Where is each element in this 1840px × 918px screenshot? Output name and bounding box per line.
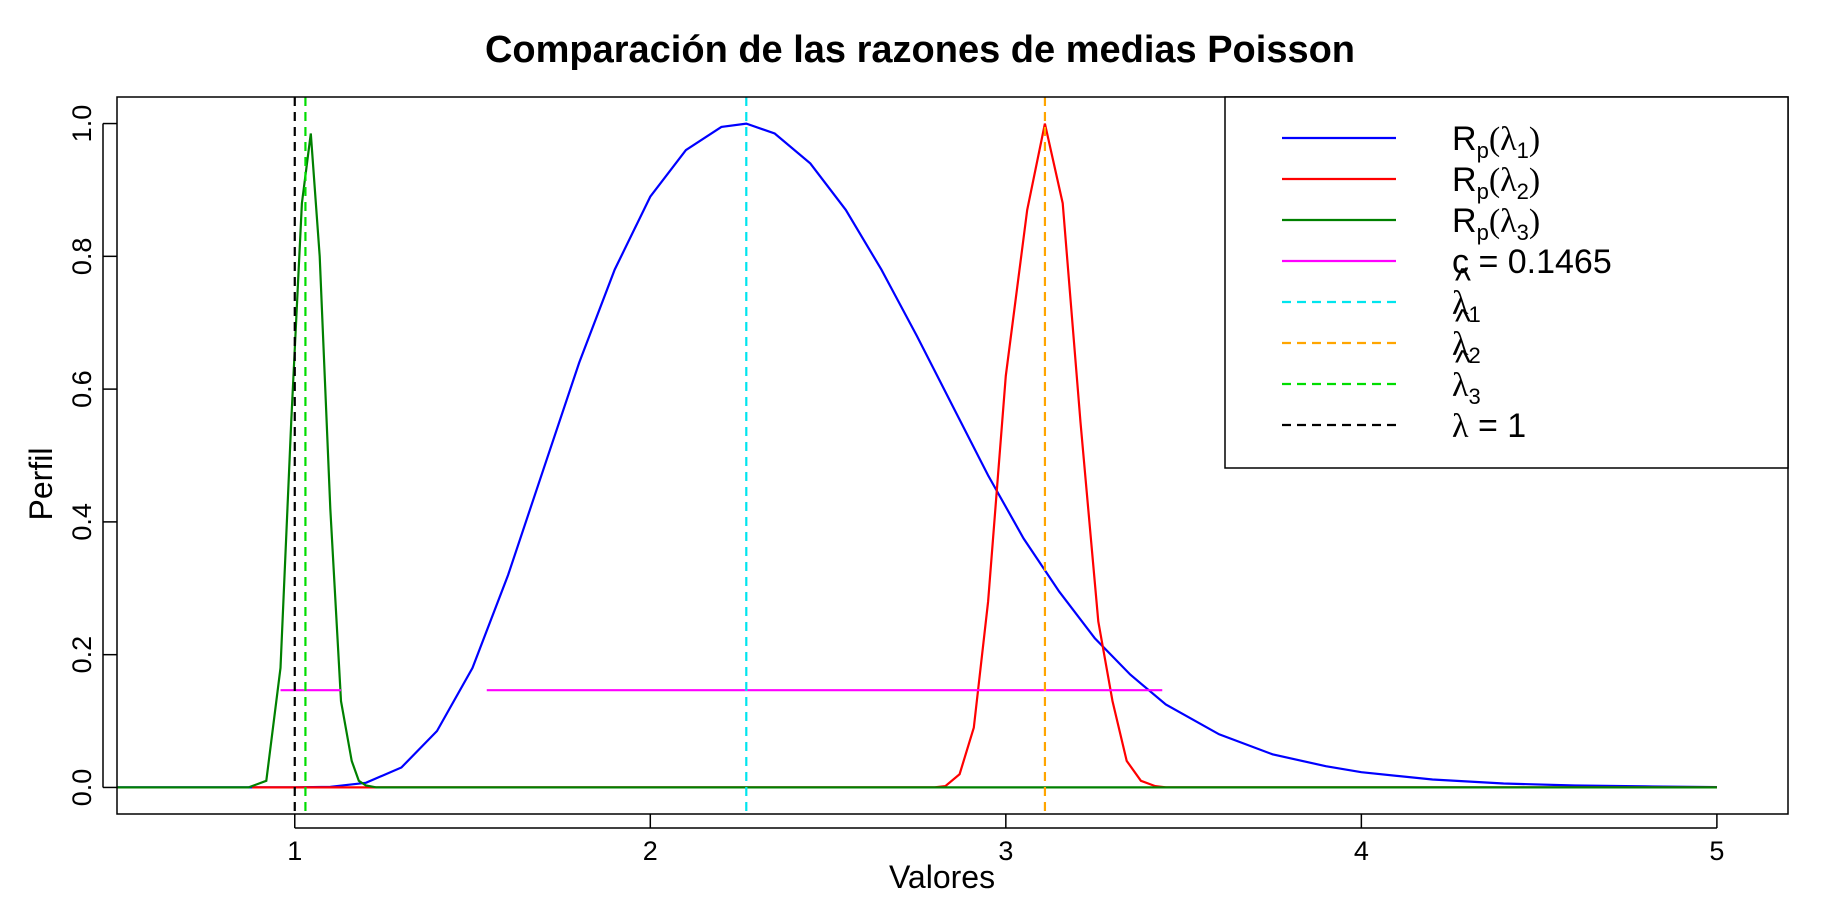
series-line-rp3 [117,133,1717,789]
y-tick-label: 0.0 [67,769,97,807]
legend-label-hat1: λ1 [1452,285,1481,327]
legend-label-rp1: Rp(λ1) [1452,120,1540,163]
plot-area [117,97,1717,814]
y-tick-label: 0.8 [67,238,97,276]
legend-label-c: c = 0.1465 [1452,243,1612,281]
x-tick-label: 3 [998,836,1013,866]
y-axis-label: Perfil [23,448,59,521]
legend-label-rp3: Rp(λ3) [1452,202,1540,245]
legend-label-hat3: λ3 [1452,367,1481,409]
x-tick-label: 2 [643,836,658,866]
x-axis-label: Valores [889,859,995,895]
y-tick-label: 1.0 [67,105,97,143]
legend-label-rp2: Rp(λ2) [1452,161,1540,204]
legend-label-one: λ = 1 [1452,407,1526,445]
series-line-rp1 [117,122,1717,789]
y-tick-label: 0.2 [67,636,97,674]
x-tick-label: 5 [1709,836,1724,866]
x-tick-label: 4 [1354,836,1369,866]
legend-label-hat2: λ2 [1452,326,1481,368]
legend-hat-hat3: ^ [1455,344,1471,382]
legend-box [1224,96,1789,469]
y-tick-label: 0.4 [67,503,97,541]
legend-hat-hat1: ^ [1455,262,1471,300]
y-tick-label: 0.6 [67,370,97,408]
series-line-rp2 [252,123,1717,789]
x-tick-label: 1 [287,836,302,866]
chart-title: Comparación de las razones de medias Poi… [485,29,1355,71]
legend-hat-hat2: ^ [1455,303,1471,341]
